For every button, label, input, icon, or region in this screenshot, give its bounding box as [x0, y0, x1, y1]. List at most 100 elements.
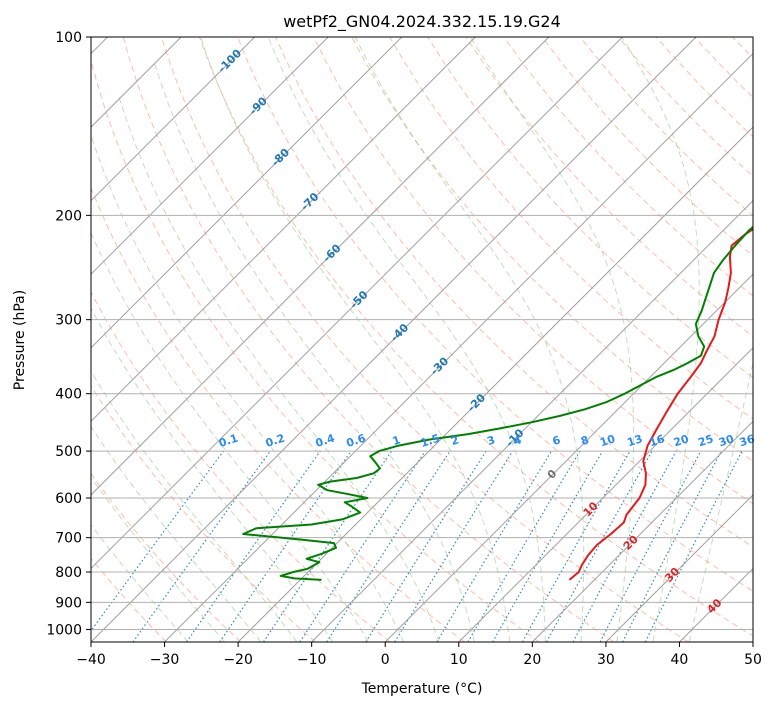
- mixing-ratio-label: 1: [391, 433, 402, 448]
- mixing-ratio-line: [219, 450, 352, 642]
- isotherm-line: [458, 347, 753, 642]
- mixing-ratio-line: [546, 450, 653, 642]
- dry-adiabat-line: [351, 37, 753, 462]
- mixing-ratio-label: 0.1: [217, 432, 240, 450]
- mixing-ratio-line: [572, 450, 677, 642]
- isotherm-line: [91, 37, 256, 202]
- isotherm-line: [164, 52, 753, 642]
- mixing-ratio-line: [394, 450, 514, 642]
- y-tick-label: 300: [55, 313, 82, 329]
- isotherm-line: [91, 37, 329, 275]
- plot-frame: [90, 36, 754, 643]
- isotherm-line: [531, 420, 753, 642]
- dry-adiabat-line: [237, 37, 753, 592]
- x-tick-label: −20: [223, 652, 253, 668]
- mixing-ratio-line: [326, 450, 451, 642]
- dry-adiabat-line: [91, 384, 316, 642]
- x-tick-label: −40: [76, 652, 106, 668]
- x-tick-label: −10: [297, 652, 327, 668]
- x-tick-label: 20: [523, 652, 541, 668]
- x-tick-label: 30: [597, 652, 615, 668]
- dry-adiabat-line: [122, 37, 614, 642]
- mixing-ratio-line: [132, 450, 271, 642]
- mixing-ratio-line: [91, 450, 224, 632]
- mixing-ratio-line: [299, 450, 426, 642]
- moist-adiabat-line: [267, 37, 546, 642]
- mixing-ratio-label: 4: [512, 433, 524, 448]
- mixing-ratio-label: 0.6: [345, 431, 368, 449]
- dry-adiabat-line: [91, 472, 242, 642]
- isotherm-line: [237, 126, 753, 642]
- mixing-ratio-label: 0.2: [264, 432, 287, 450]
- moist-adiabat-line: [91, 425, 262, 642]
- dry-adiabat-line: [465, 37, 753, 338]
- dry-adiabat-line: [503, 37, 753, 297]
- temperature-line: [568, 228, 753, 581]
- moist-adiabat-line: [200, 37, 511, 642]
- dry-adiabat-line: [427, 37, 753, 379]
- chart-title: wetPf2_GN04.2024.332.15.19.G24: [283, 12, 561, 32]
- isotherm-line: [605, 494, 753, 642]
- mixing-ratio-label: 6: [551, 433, 563, 448]
- profiles: [242, 225, 753, 581]
- moist-adiabat-line: [117, 94, 440, 642]
- y-tick-label: 600: [55, 491, 82, 507]
- moist-adiabat-line: [91, 370, 298, 642]
- dewpoint-line: [242, 225, 753, 581]
- mixing-ratio-label: 8: [579, 433, 590, 448]
- isotherm-line: [91, 37, 476, 423]
- y-tick-label: 800: [55, 565, 82, 581]
- x-tick-label: −30: [150, 652, 180, 668]
- y-tick-label: 700: [55, 531, 82, 547]
- mixing-ratio-label: 2: [449, 433, 460, 448]
- mixing-ratio-line: [262, 450, 392, 642]
- isotherm-line: [91, 37, 403, 349]
- y-axis-label: Pressure (hPa): [12, 290, 28, 390]
- moist-adiabat-line: [91, 231, 369, 642]
- x-axis-label: Temperature (°C): [361, 681, 483, 697]
- x-tick-label: 40: [671, 652, 689, 668]
- y-axis: 100 200 300 400 500 600 700 800 900 1000: [46, 30, 91, 638]
- moist-adiabat-line: [354, 37, 585, 642]
- y-tick-label: 200: [55, 208, 82, 224]
- mixing-ratio-label: 10: [598, 432, 617, 449]
- y-tick-label: 1000: [46, 622, 82, 638]
- isotherm-line: [91, 37, 550, 496]
- moist-adiabat-line: [688, 360, 753, 642]
- isotherm-line: [91, 37, 697, 642]
- y-tick-label: 100: [55, 30, 82, 46]
- x-tick-label: 50: [744, 652, 762, 668]
- mixing-ratio-line: [521, 450, 631, 642]
- dry-adiabat-line: [275, 37, 753, 548]
- dry-adiabat-line: [389, 37, 753, 420]
- dry-adiabat-line: [91, 58, 540, 642]
- background-lines: [91, 37, 753, 642]
- dry-adiabat-line: [91, 186, 465, 642]
- moist-adiabat-line: [153, 61, 475, 642]
- mixing-ratio-label: 1.5: [419, 432, 442, 450]
- x-axis: −40 −30 −20 −10 0 10 20 30 40 50: [76, 642, 762, 668]
- mixing-ratio-label: 20: [672, 432, 691, 449]
- mixing-ratio-line: [186, 450, 321, 642]
- mixing-ratio-label: 25: [697, 432, 716, 449]
- dry-adiabat-line: [160, 37, 689, 642]
- isotherm-line: [91, 37, 623, 570]
- x-tick-label: 0: [381, 652, 390, 668]
- mixing-ratio-label: 0.4: [314, 431, 337, 449]
- dry-adiabat-line: [91, 291, 391, 642]
- mixing-ratio-label: 30: [717, 432, 736, 449]
- mixing-ratio-label: 36: [738, 432, 757, 449]
- mixing-ratio-line: [644, 450, 743, 642]
- isotherm-line: [311, 199, 753, 642]
- y-tick-label: 900: [55, 595, 82, 611]
- dry-adiabat-line: [313, 37, 753, 505]
- pressure-gridlines: [91, 37, 753, 630]
- y-tick-label: 400: [55, 387, 82, 403]
- mixing-ratio-label: 3: [485, 433, 496, 448]
- x-tick-label: 10: [450, 652, 468, 668]
- moist-adiabat-line: [621, 37, 700, 642]
- mixing-ratio-label: 13: [626, 432, 645, 449]
- isotherm-line: [384, 273, 753, 642]
